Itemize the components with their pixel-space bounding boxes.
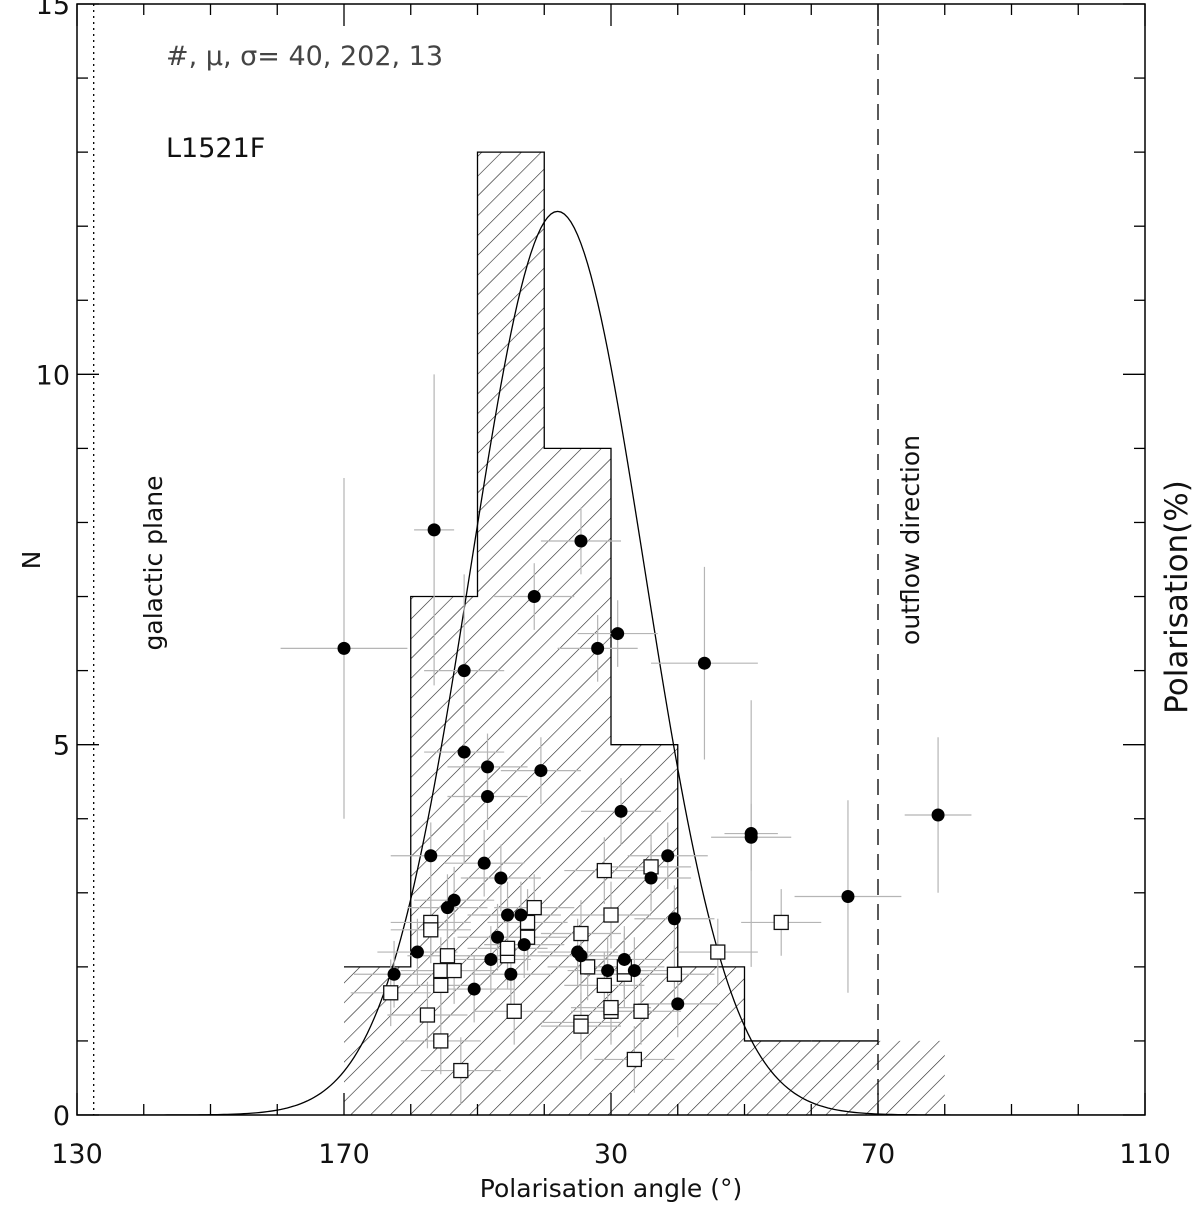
filled-circle-point: [424, 849, 438, 863]
open-square-point: [773, 914, 789, 931]
filled-circle-point: [447, 893, 461, 907]
filled-circle-point: [477, 856, 491, 870]
filled-circle-point: [611, 627, 625, 641]
filled-circle-point: [841, 890, 855, 904]
open-square-point: [603, 907, 619, 923]
open-square-point: [423, 922, 439, 938]
filled-circle-point: [410, 945, 424, 959]
right-axis-label: Polarisation(%): [1159, 480, 1195, 714]
filled-circle-point: [427, 523, 441, 537]
filled-circle-point: [481, 760, 495, 774]
open-square-point: [453, 1062, 469, 1079]
galactic-plane-label: galactic plane: [139, 476, 168, 651]
filled-circle-point: [644, 871, 658, 885]
open-square-point: [526, 899, 542, 916]
filled-circle-point: [667, 912, 681, 926]
filled-circle-point: [481, 790, 495, 804]
filled-circle-point: [744, 830, 758, 844]
filled-circle-point: [617, 952, 631, 966]
filled-circle-point: [574, 534, 588, 548]
y-tick-label: 10: [36, 360, 70, 391]
open-square-point: [446, 962, 462, 979]
filled-circle-point: [504, 967, 518, 981]
open-square-point: [499, 940, 516, 956]
open-square-point: [596, 977, 612, 994]
open-square-point: [433, 977, 449, 994]
filled-circle-point: [494, 871, 508, 885]
x-tick-label: 110: [1119, 1139, 1171, 1170]
open-square-point: [573, 1018, 589, 1034]
stats-annotation: #, μ, σ= 40, 202, 13: [166, 41, 443, 72]
filled-circle-point: [527, 590, 541, 604]
filled-circle-point: [337, 641, 351, 655]
filled-circle-point: [484, 952, 498, 966]
outflow-direction-label: outflow direction: [896, 435, 925, 645]
filled-circle-point: [467, 982, 481, 996]
filled-circle-point: [931, 808, 945, 822]
filled-circle-point: [457, 664, 471, 678]
filled-circle-point: [514, 908, 528, 922]
open-square-point: [439, 948, 456, 964]
y-tick-label: 5: [53, 731, 70, 762]
filled-circle-point: [661, 849, 675, 863]
open-square-point: [633, 1003, 649, 1019]
open-square-point: [579, 959, 596, 975]
y-tick-label: 15: [36, 0, 70, 21]
source-name: L1521F: [166, 133, 265, 164]
open-square-point: [603, 999, 619, 1016]
filled-circle-point: [534, 764, 548, 778]
filled-circle-point: [601, 964, 615, 978]
open-square-point: [433, 1033, 449, 1049]
tick-labels: 130 170 30 70 110 0 5 10 15: [36, 0, 1171, 1170]
filled-circle-point: [457, 745, 471, 759]
reference-lines: [93, 4, 879, 1115]
open-square-point: [626, 1051, 643, 1068]
filled-circle-point: [697, 656, 711, 670]
filled-circle-point: [671, 997, 685, 1011]
filled-circle-point: [574, 949, 588, 963]
open-square-point: [573, 925, 589, 942]
y-axis-label: N: [17, 551, 46, 570]
filled-circle-point: [501, 908, 515, 922]
open-square-point: [433, 962, 449, 979]
open-square-point: [710, 944, 726, 960]
filled-circle-point: [591, 641, 605, 655]
histogram-fill: [344, 152, 945, 1115]
data-points: [337, 523, 945, 1079]
x-tick-label: 70: [861, 1139, 895, 1170]
histogram-bars: [344, 151, 945, 1115]
open-square-point: [596, 862, 612, 879]
x-tick-label: 130: [51, 1139, 103, 1170]
x-tick-label: 170: [318, 1139, 370, 1170]
axis-ticks: [76, 3, 1146, 1116]
x-axis-label: Polarisation angle (°): [480, 1174, 742, 1203]
filled-circle-point: [517, 938, 531, 952]
filled-circle-point: [614, 804, 628, 818]
filled-circle-point: [627, 964, 641, 978]
histogram-outline: [344, 151, 812, 1042]
filled-circle-point: [387, 967, 401, 981]
y-tick-label: 0: [53, 1101, 70, 1132]
open-square-point: [506, 1003, 522, 1019]
open-square-point: [666, 966, 683, 982]
x-tick-label: 30: [594, 1139, 628, 1170]
filled-circle-point: [491, 930, 505, 944]
open-square-point: [383, 985, 399, 1001]
open-square-point: [419, 1007, 436, 1023]
